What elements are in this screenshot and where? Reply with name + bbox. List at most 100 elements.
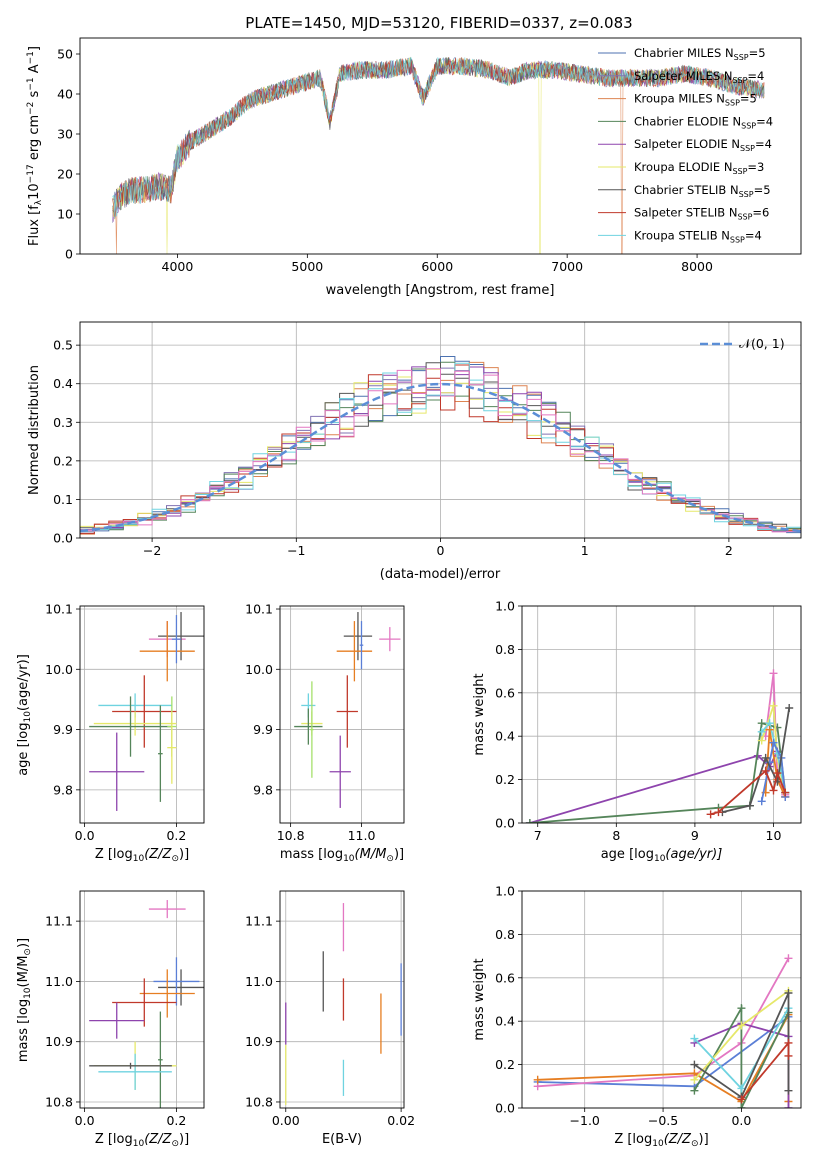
residual-histogram-panel: −2 −1 0 1 2 0.0 0.1 0.2 0.3 0.4 0.5 𝒩(0, 1) (data-mo… xyxy=(27,321,802,582)
label-part: SSP xyxy=(732,167,747,176)
y-tick-label: 9.9 xyxy=(53,722,73,737)
x-tick-label: 10 xyxy=(766,828,782,843)
label-part: erg cm xyxy=(27,115,42,164)
y-tick-label: 0.8 xyxy=(495,642,515,657)
weight-marker xyxy=(690,1075,699,1084)
label-part: Salpeter ELODIE xyxy=(634,137,731,151)
plot-area xyxy=(89,612,204,811)
weight-marker xyxy=(765,725,774,734)
label-part: Kroupa ELODIE xyxy=(634,160,724,174)
age-vs-metallicity-panel: 0.0 0.29.89.910.010.1Z [log10(Z/Z⊙)]age [… xyxy=(16,602,205,864)
y-tick-label: 0.2 xyxy=(53,453,73,468)
x-tick-label: 2 xyxy=(725,543,733,558)
x-tick-label: 0.02 xyxy=(387,1113,415,1128)
label-part: =4 xyxy=(745,228,762,242)
plot-area xyxy=(533,954,793,1108)
label-part: 10 xyxy=(133,1139,145,1149)
axes-frame xyxy=(279,890,405,1109)
label-part: SSP xyxy=(741,121,756,130)
weight-marker xyxy=(737,1095,746,1104)
y-tick-label: 10.8 xyxy=(45,1094,73,1109)
y-tick-label: 10.9 xyxy=(245,1034,273,1049)
y-tick-label: 1.0 xyxy=(495,599,515,614)
label-part: SSP xyxy=(725,99,740,108)
label-part: Z [log xyxy=(614,1132,652,1147)
legend-label: Salpeter ELODIE NSSP=4 xyxy=(634,137,772,153)
label-part: =4 xyxy=(755,137,772,151)
x-axis-label: Z [log10(Z/Z⊙)] xyxy=(95,847,189,864)
y-tick-label: 0.6 xyxy=(495,970,515,985)
x-axis-label: age [log10(age/yr)] xyxy=(601,847,723,864)
y-tick-label: 50 xyxy=(57,47,73,62)
label-part: −1 xyxy=(26,51,36,64)
y-axis-label: mass [log10(M/M⊙)] xyxy=(16,938,33,1062)
legend-label: Chabrier MILES NSSP=5 xyxy=(634,46,766,62)
y-tick-label: 0.4 xyxy=(53,376,73,391)
x-tick-label: 0.2 xyxy=(166,828,186,843)
label-part: Salpeter STELIB xyxy=(634,206,729,220)
y-tick-label: 0.3 xyxy=(53,415,73,430)
plot-area xyxy=(285,903,402,1105)
y-tick-label: 40 xyxy=(57,87,73,102)
weight-marker xyxy=(525,819,534,823)
label-part: =5 xyxy=(754,183,771,197)
weight-marker xyxy=(769,701,778,710)
x-tick-label: 0.0 xyxy=(75,828,95,843)
weight-marker xyxy=(784,1051,793,1060)
legend-label: Chabrier STELIB NSSP=5 xyxy=(634,183,771,199)
weight-marker xyxy=(745,801,754,810)
weight-marker xyxy=(769,669,778,678)
y-tick-label: 30 xyxy=(57,127,73,142)
label-part: SSP xyxy=(737,213,752,222)
weight-marker xyxy=(769,738,778,747)
y-tick-label: 11.0 xyxy=(245,974,273,989)
label-part: (Z/Z xyxy=(144,847,172,862)
axes-frame xyxy=(279,605,405,824)
y-tick-label: 11.0 xyxy=(45,974,73,989)
label-part: 10 xyxy=(23,711,33,723)
label-part: 10 xyxy=(654,854,666,864)
label-part: Z [log xyxy=(95,1132,133,1147)
label-part: (M/M xyxy=(16,956,31,988)
label-part: Flux [f xyxy=(27,205,42,246)
y-tick-label: 0.4 xyxy=(495,729,515,744)
label-part: (Z/Z xyxy=(144,1132,172,1147)
x-tick-label: 8000 xyxy=(681,259,713,274)
label-part: Z [log xyxy=(95,847,133,862)
y-tick-label: 0.2 xyxy=(495,1057,515,1072)
x-tick-label: 9 xyxy=(691,828,699,843)
y-tick-label: 10.1 xyxy=(245,602,273,617)
weight-line xyxy=(693,1004,790,1108)
weight-marker xyxy=(773,769,782,778)
label-part: (age/yr)] xyxy=(16,654,31,711)
plot-area xyxy=(294,612,401,808)
y-tick-label: 0.4 xyxy=(495,1014,515,1029)
y-tick-label: 0.1 xyxy=(53,492,73,507)
weight-marker xyxy=(784,1038,793,1047)
weight-marker xyxy=(714,808,723,817)
y-tick-label: 20 xyxy=(57,167,73,182)
y-tick-label: 10.0 xyxy=(45,662,73,677)
y-tick-label: 0.5 xyxy=(53,338,73,353)
label-part: Chabrier STELIB xyxy=(634,183,730,197)
label-part: −17 xyxy=(26,164,36,183)
x-axis-label: mass [log10(M/M⊙)] xyxy=(280,847,404,864)
y-tick-label: 0.8 xyxy=(495,927,515,942)
legend-label: Kroupa ELODIE NSSP=3 xyxy=(634,160,764,176)
weight-marker xyxy=(737,1084,746,1093)
weight-marker xyxy=(761,766,770,775)
y-tick-label: 10.0 xyxy=(245,662,273,677)
label-part: =3 xyxy=(747,160,764,174)
axes-frame xyxy=(79,890,205,1109)
label-part: N xyxy=(716,92,725,106)
y-tick-label: 0.0 xyxy=(495,1101,515,1116)
y-tick-label: 10.1 xyxy=(45,602,73,617)
label-part: Chabrier MILES xyxy=(634,46,725,60)
weight-marker xyxy=(737,1021,746,1030)
label-part: ⊙ xyxy=(386,854,394,864)
label-part: N xyxy=(730,183,739,197)
y-axis-label: age [log10(age/yr)] xyxy=(16,654,33,776)
weight-vs-metallicity-panel: −1.0 −0.5 0.0 0.0 0.2 0.4 0.6 0.8 1.0 Z [log10(Z/… xyxy=(472,884,802,1149)
y-axis-label: Flux [fλ10−17 erg cm−2 s−1 A−1] xyxy=(26,46,44,246)
label-part: SSP xyxy=(732,76,747,85)
